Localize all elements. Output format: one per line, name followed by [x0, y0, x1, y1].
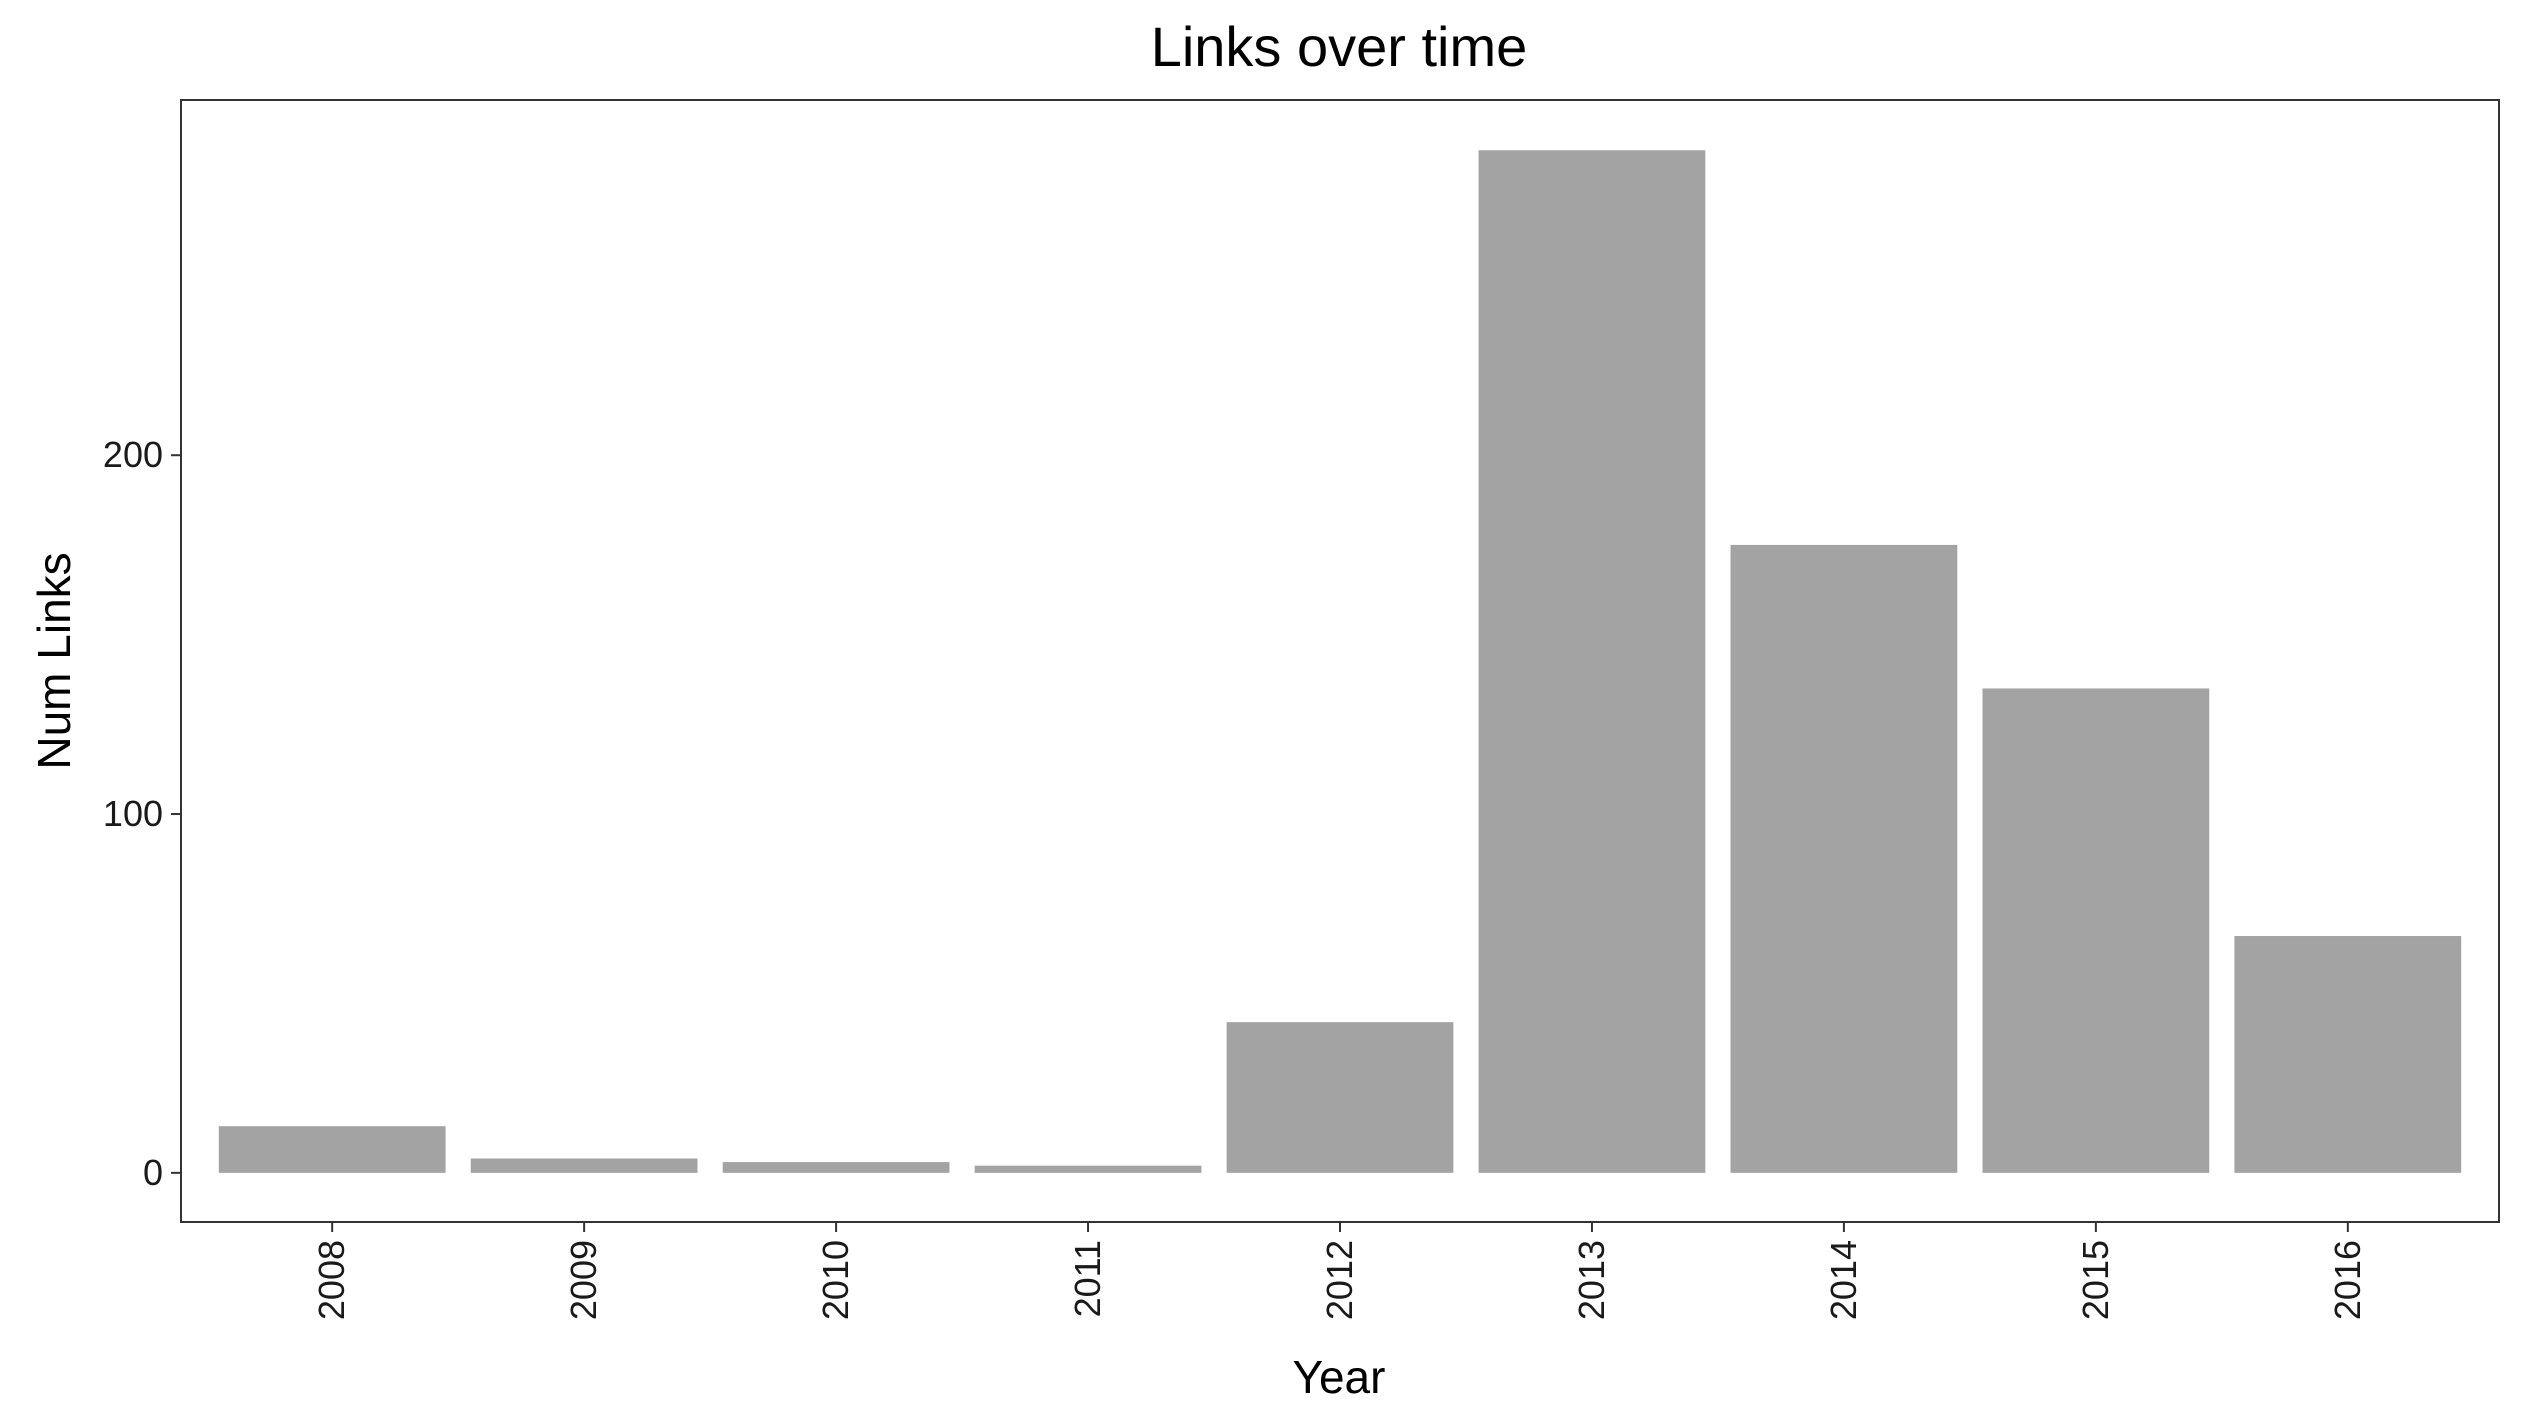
y-tick-label: 200 [103, 434, 163, 475]
x-tick-label: 2015 [2075, 1240, 2116, 1320]
bar-2012 [1226, 1022, 1454, 1173]
bar-2016 [2234, 936, 2462, 1173]
bars-group [218, 150, 2462, 1173]
x-tick-label: 2014 [1823, 1240, 1864, 1320]
y-axis-title: Num Links [28, 552, 80, 769]
x-tick-label: 2016 [2327, 1240, 2368, 1320]
y-tick-label: 0 [143, 1152, 163, 1193]
x-tick-label: 2008 [311, 1240, 352, 1320]
bar-2015 [1982, 688, 2210, 1173]
x-tick-label: 2009 [563, 1240, 604, 1320]
x-axis: 2008 2009 2010 2011 2012 2013 2014 2015 2016 [311, 1222, 2368, 1320]
x-tick-label: 2011 [1067, 1240, 1108, 1317]
x-tick-label: 2010 [815, 1240, 856, 1320]
y-axis: 0 100 200 [103, 434, 181, 1193]
bar-2013 [1478, 150, 1706, 1173]
x-axis-title: Year [1293, 1351, 1386, 1403]
y-tick-label: 100 [103, 793, 163, 834]
bar-2011 [974, 1165, 1202, 1173]
x-tick-label: 2013 [1571, 1240, 1612, 1320]
bar-2009 [470, 1158, 698, 1173]
bar-2014 [1730, 544, 1958, 1173]
bar-2008 [218, 1126, 446, 1173]
bar-2010 [722, 1162, 950, 1173]
chart-title: Links over time [1151, 15, 1528, 78]
x-tick-label: 2012 [1319, 1240, 1360, 1320]
